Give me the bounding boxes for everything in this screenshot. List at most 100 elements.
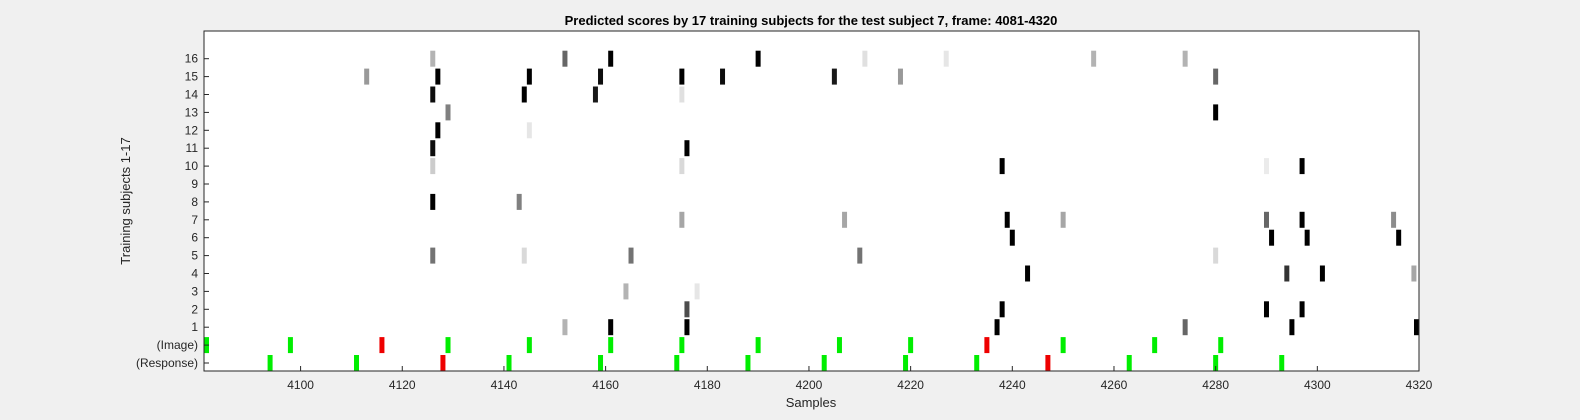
score-mark [354,355,360,371]
score-mark [628,247,634,264]
score-mark [674,355,680,371]
score-mark [694,283,700,300]
score-mark [974,355,980,371]
score-mark [562,50,568,67]
score-mark [842,211,848,228]
y-tick-label: 5 [191,249,198,263]
score-mark [445,337,451,354]
score-mark [1299,211,1305,228]
y-tick-label: (Response) [136,356,198,370]
score-mark [1299,158,1305,175]
y-tick-label: 12 [185,123,199,137]
score-mark [1060,211,1066,228]
score-mark [857,247,863,264]
y-tick-label: 7 [191,213,198,227]
score-mark [1009,229,1015,246]
score-mark [1045,355,1051,371]
y-tick-label: 6 [191,231,198,245]
score-mark [1391,211,1397,228]
x-axis: 4100 4120 4140 4160 4180 4200 4220 4240 4260 4280… [287,366,1433,392]
score-mark [1284,265,1290,282]
score-mark [1289,319,1295,336]
score-mark [999,158,1005,175]
score-mark [598,355,604,371]
score-mark [1091,50,1097,67]
score-mark [679,86,685,103]
score-mark [1414,319,1419,336]
y-tick-label: (Image) [157,338,198,352]
score-mark [526,122,532,139]
y-tick-label: 8 [191,195,198,209]
score-mark [679,211,685,228]
score-mark [679,158,685,175]
x-tick-label: 4140 [491,378,518,392]
score-mark [720,68,726,85]
score-mark [903,355,909,371]
y-axis: 16 15 14 13 12 11 10 9 8 7 6 5 4 3 2 1 (Image) (Response) [136,52,209,370]
y-tick-label: 14 [185,88,199,102]
score-mark [994,319,1000,336]
x-tick-label: 4300 [1304,378,1331,392]
x-axis-label: Samples [786,395,837,410]
score-mark [562,319,568,336]
score-mark [831,68,837,85]
score-mark [598,68,604,85]
y-tick-label: 1 [191,320,198,334]
x-tick-label: 4180 [694,378,721,392]
score-mark [684,140,690,157]
score-mark [821,355,827,371]
score-mark [1218,337,1224,354]
score-mark [684,301,690,318]
score-mark [379,337,385,354]
score-mark [506,355,512,371]
y-tick-label: 11 [186,141,199,155]
y-tick-label: 3 [191,284,198,298]
score-mark [1269,229,1275,246]
score-mark [430,86,436,103]
score-mark [1213,247,1219,264]
score-mark [516,193,522,210]
score-mark [526,337,532,354]
y-tick-label: 4 [191,267,198,281]
score-mark [999,301,1005,318]
score-mark [1213,355,1219,371]
x-tick-label: 4280 [1202,378,1229,392]
chart-title: Predicted scores by 17 training subjects… [565,13,1058,28]
score-mark [1396,229,1402,246]
score-mark [836,337,842,354]
score-mark [862,50,868,67]
score-mark [430,193,436,210]
score-mark [1279,355,1285,371]
score-mark [684,319,690,336]
score-mark [897,68,903,85]
score-mark [608,319,614,336]
score-mark [608,50,614,67]
score-mark [1263,301,1269,318]
y-tick-label: 2 [191,302,198,316]
x-tick-label: 4120 [389,378,416,392]
score-mark [679,68,685,85]
x-tick-label: 4320 [1406,378,1433,392]
y-axis-label: Training subjects 1-17 [118,137,133,264]
score-mark [521,86,527,103]
score-mark [1299,301,1305,318]
y-tick-label: 10 [185,159,199,173]
score-mark [1060,337,1066,354]
x-tick-label: 4240 [999,378,1026,392]
score-mark [430,140,436,157]
score-mark [1004,211,1010,228]
score-mark [445,104,451,121]
score-mark [679,337,685,354]
plot-area [204,31,1419,371]
score-mark [592,86,598,103]
score-mark [430,247,436,264]
x-tick-label: 4100 [287,378,314,392]
x-tick-label: 4160 [592,378,619,392]
score-mark [1152,337,1158,354]
score-mark [623,283,629,300]
score-mark [1304,229,1310,246]
score-mark [745,355,751,371]
score-mark [1182,50,1188,67]
